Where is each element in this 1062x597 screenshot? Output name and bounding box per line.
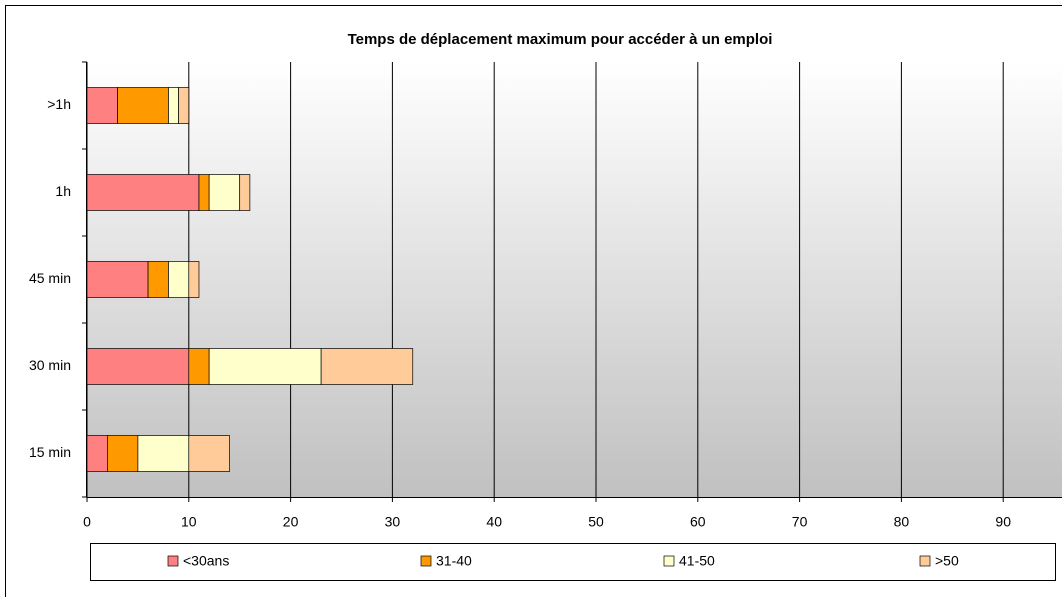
bar-segment [86,261,149,298]
bar-segment [208,174,241,211]
bar-segment [188,261,200,298]
bar-segment [198,174,210,211]
x-tick-label: 50 [588,514,604,530]
plot-area [87,62,1062,497]
bar-segment [239,174,251,211]
bar-segment [107,435,139,472]
legend-label: <30ans [183,553,229,569]
chart-frame [5,5,1062,597]
legend-marker [167,555,179,567]
x-tick-label: 90 [995,514,1011,530]
bar-segment [320,348,414,385]
legend-marker [919,555,931,567]
x-tick-label: 20 [283,514,299,530]
bar-segment [137,435,190,472]
x-tick-label: 40 [486,514,502,530]
y-tick-label: 30 min [29,357,71,373]
bar-segment [208,348,322,385]
y-tick-label: 15 min [29,444,71,460]
y-tick-label: 1h [55,183,71,199]
bar-segment [117,87,169,124]
bar-segment [86,348,190,385]
bar-segment [86,87,118,124]
x-tick-label: 60 [690,514,706,530]
legend [90,543,1056,581]
bar-segment [86,174,200,211]
y-tick-label: >1h [47,96,71,112]
x-tick-label: 10 [181,514,197,530]
bar-segment [168,261,190,298]
chart-title: Temps de déplacement maximum pour accéde… [348,31,773,48]
bar-segment [188,348,210,385]
bar-segment [168,87,179,124]
x-tick-label: 70 [792,514,808,530]
x-tick-label: 80 [894,514,910,530]
legend-marker [663,555,675,567]
legend-label: 31-40 [436,553,472,569]
y-tick-label: 45 min [29,270,71,286]
x-tick-label: 30 [385,514,401,530]
bar-segment [86,435,108,472]
bar-segment [178,87,190,124]
x-tick-label: 0 [83,514,91,530]
legend-label: 41-50 [679,553,715,569]
bar-segment [147,261,169,298]
legend-marker [420,555,432,567]
bar-segment [188,435,230,472]
legend-label: >50 [935,553,959,569]
